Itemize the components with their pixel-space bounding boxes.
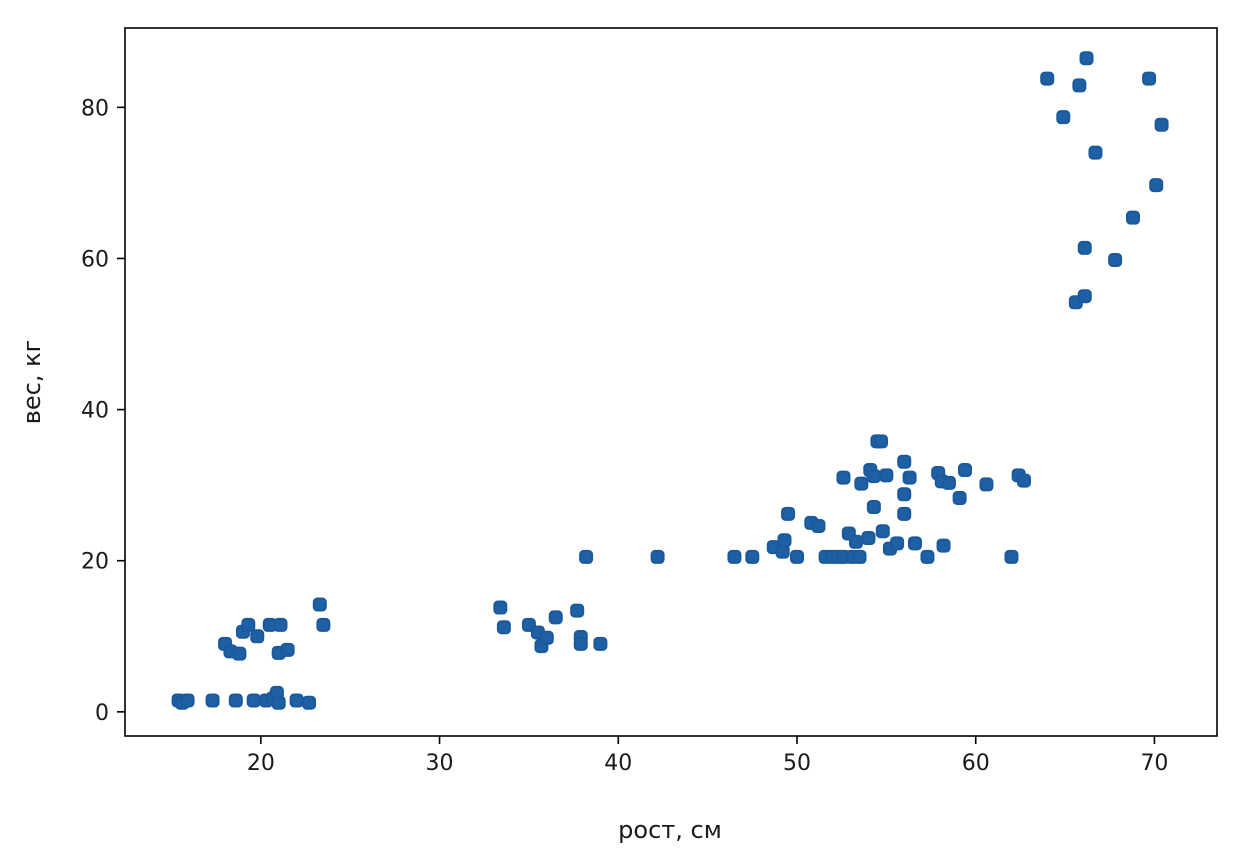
- plot-frame: [124, 27, 1218, 737]
- scatter-point: [1077, 240, 1092, 255]
- scatter-point: [727, 549, 742, 564]
- scatter-point: [936, 538, 951, 553]
- scatter-point: [1108, 252, 1123, 267]
- scatter-point: [273, 617, 288, 632]
- scatter-point: [1072, 78, 1087, 93]
- scatter-point: [848, 534, 863, 549]
- scatter-point: [866, 500, 881, 515]
- scatter-point: [650, 549, 665, 564]
- x-tick-label: 20: [247, 751, 275, 776]
- scatter-point: [958, 463, 972, 478]
- scatter-point: [1016, 473, 1031, 488]
- scatter-point: [241, 617, 256, 632]
- y-axis-label: вес, кг: [18, 340, 46, 424]
- scatter-point: [570, 603, 585, 618]
- scatter-point: [1154, 117, 1169, 132]
- scatter-point: [228, 693, 243, 708]
- scatter-point: [941, 475, 956, 490]
- scatter-point: [745, 549, 760, 564]
- scatter-point: [1142, 71, 1157, 86]
- scatter-point: [539, 630, 554, 645]
- scatter-point: [790, 549, 804, 564]
- scatter-point: [579, 549, 594, 564]
- scatter-point: [205, 693, 220, 708]
- scatter-point: [854, 476, 869, 491]
- scatter-point: [866, 469, 881, 484]
- scatter-point: [811, 518, 826, 533]
- scatter-point: [952, 490, 967, 505]
- scatter-point: [1079, 51, 1094, 66]
- x-tick-label: 60: [962, 751, 990, 776]
- y-tick-label: 60: [81, 247, 109, 272]
- scatter-point: [1004, 549, 1019, 564]
- scatter-point: [836, 470, 851, 485]
- scatter-point: [1056, 110, 1071, 125]
- scatter-point: [232, 646, 247, 661]
- scatter-point: [548, 610, 563, 625]
- x-tick-label: 70: [1140, 751, 1168, 776]
- scatter-point: [1088, 145, 1103, 160]
- scatter-point: [593, 636, 608, 651]
- data-points: [171, 51, 1169, 710]
- scatter-point: [289, 693, 304, 708]
- scatter-point: [1040, 71, 1055, 86]
- scatter-point: [271, 695, 286, 710]
- scatter-point: [246, 693, 261, 708]
- scatter-point: [302, 695, 317, 710]
- scatter-point: [920, 549, 935, 564]
- scatter-point: [890, 536, 905, 551]
- scatter-point: [852, 549, 867, 564]
- scatter-point: [907, 536, 922, 551]
- x-axis-label: рост, см: [618, 816, 722, 844]
- scatter-point: [280, 642, 295, 657]
- scatter-point: [875, 524, 890, 539]
- scatter-point: [874, 434, 888, 449]
- scatter-point: [897, 487, 912, 502]
- scatter-point: [979, 477, 994, 492]
- scatter-point: [897, 506, 912, 521]
- axis-ticks: 20 30 40 50 60 70 0 20 40 60 80: [81, 96, 1168, 776]
- scatter-point: [879, 468, 894, 483]
- scatter-point: [775, 544, 790, 559]
- scatter-point: [861, 531, 876, 546]
- scatter-point: [250, 629, 265, 644]
- scatter-point: [1077, 289, 1092, 304]
- scatter-point: [897, 454, 912, 469]
- x-tick-label: 50: [783, 751, 811, 776]
- scatter-point: [316, 617, 331, 632]
- scatter-point: [180, 693, 195, 708]
- y-tick-label: 40: [81, 399, 109, 424]
- scatter-point: [777, 533, 792, 548]
- scatter-point: [781, 506, 796, 521]
- scatter-point: [902, 470, 917, 485]
- scatter-point: [312, 597, 327, 612]
- scatter-point: [573, 636, 588, 651]
- scatter-point: [1149, 178, 1164, 193]
- x-tick-label: 40: [604, 751, 632, 776]
- y-tick-label: 20: [81, 550, 109, 575]
- y-tick-label: 80: [81, 96, 109, 121]
- x-tick-label: 30: [426, 751, 454, 776]
- scatter-point: [496, 620, 511, 635]
- y-tick-label: 0: [95, 701, 109, 726]
- scatter-point: [1126, 210, 1140, 225]
- scatter-point: [493, 600, 508, 615]
